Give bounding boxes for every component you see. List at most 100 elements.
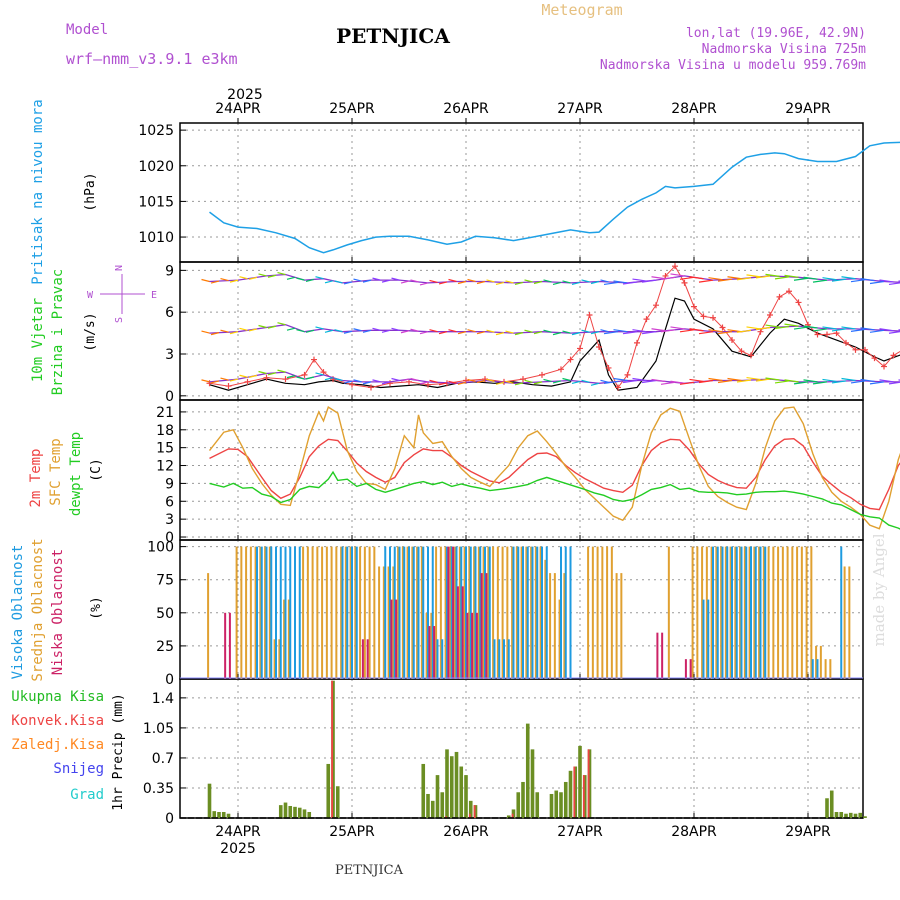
date-label-top: 26APR [443,101,489,117]
precip-bar-convective [587,749,590,818]
cloud-bar-mid [444,546,447,679]
meteogram-title: Meteogram [541,1,622,19]
wind-arrow [514,332,524,336]
y-tick-label: 100 [147,540,174,556]
cloud-mid-title: Srednja Oblacnost [30,538,46,681]
wind-compass: N S W E [87,265,157,323]
cloud-bar-high [840,546,843,679]
wind-arrow [603,281,619,286]
date-label-bottom: 29APR [785,824,831,840]
y-tick-label: 1020 [138,159,174,175]
cloud-bar-low [656,632,659,679]
precip-conv-legend: Konvek.Kisa [11,713,104,729]
cloud-bar-mid [815,645,818,679]
wind-arrow [315,276,324,280]
cloud-bar-high [740,546,743,679]
cloud-bar-mid [473,546,476,679]
cloud-bar-high [560,546,562,679]
wind-gust-marker [425,381,431,388]
wind-gust-marker [539,371,545,378]
wind-arrow [860,277,875,282]
cloud-bar-mid [306,546,309,679]
wind-gust-marker [349,381,355,388]
cloud-bar-high [465,546,467,679]
wind-gust-marker [719,324,726,331]
wind-arrow [590,382,600,386]
wind-arrow [784,379,799,383]
wind-arrow [248,276,258,280]
precip-bar-total [464,775,468,818]
wind-arrow [353,278,362,282]
wind-arrow [486,279,495,283]
precip-bar-total [207,783,212,818]
cloud-bar-mid [739,546,742,679]
cloud-bar-mid [587,546,590,679]
wind-arrow [391,327,400,331]
y-tick-label: 50 [156,606,174,622]
wind-arrow [581,279,590,283]
wind-arrow [467,278,476,283]
wind-arrow [727,329,742,333]
wind-arrow [248,328,258,332]
cloud-bar-mid [311,546,314,679]
cloud-bar-mid [743,546,746,679]
wind-arrow [641,379,657,384]
cloud-bar-high [541,546,543,679]
wind-arrow [869,280,885,285]
wind-arrow [641,331,657,335]
cloud-bar-high [754,546,757,679]
cloud-bar-mid [606,546,609,679]
wind-gust-marker [634,339,640,346]
panel-frame [179,122,864,263]
precip-bar-total [834,811,839,818]
cloud-bar-low [395,599,398,679]
wind-arrow [689,276,704,280]
wind-arrow [343,281,353,285]
wind-arrow [381,329,391,333]
wind-arrow [562,280,571,284]
wind-gust-marker [653,302,659,309]
wind-arrow [372,277,381,281]
precip-bar-total [226,813,231,818]
wind-arrow [869,381,885,385]
wind-subtitle: Brzina i Pravac [50,269,66,395]
precip-bar-total [335,786,340,818]
cloud-bar-mid [701,546,704,679]
wind-gust-marker [520,376,526,383]
precip-bar-convective [331,680,333,818]
wind-arrow [613,280,628,284]
wind-gust-marker [320,369,327,376]
temp-ylabel: (C) [89,458,104,481]
wind-arrow [495,281,505,286]
wind-gust-marker [615,384,621,391]
cloud-bar-low [447,546,450,679]
y-tick-label: 25 [156,639,174,655]
cloud-bar-low [485,573,488,679]
wind-arrow [879,379,894,383]
date-label-top: 25APR [329,101,375,117]
wind-arrow [765,273,780,277]
y-tick-label: 6 [165,305,174,321]
wind-arrow [277,369,286,373]
wind-arrow [622,281,638,285]
wind-arrow [296,277,305,281]
wind-arrow [736,379,752,383]
y-tick-label: 1010 [138,230,174,246]
cloud-bar-high [431,546,434,679]
precip-bar-total [302,809,307,818]
cloud-bar-high [498,639,501,679]
wind-arrow [495,332,505,336]
cloud-bar-high [275,546,277,679]
cloud-bar-mid [615,573,618,679]
y-tick-label: 75 [156,573,174,589]
y-tick-label: 0 [165,530,174,546]
cloud-bar-mid [720,546,723,679]
precip-snow-legend: Snijeg [53,761,104,777]
wind-arrow [590,331,600,335]
wind-arrow [746,326,761,330]
cloud-low-title: Niska Oblacnost [50,549,66,675]
cloud-bar-high [731,546,733,679]
wind-arrow [879,279,894,283]
wind-arrow [429,279,438,284]
wind-gust-marker [368,384,374,391]
